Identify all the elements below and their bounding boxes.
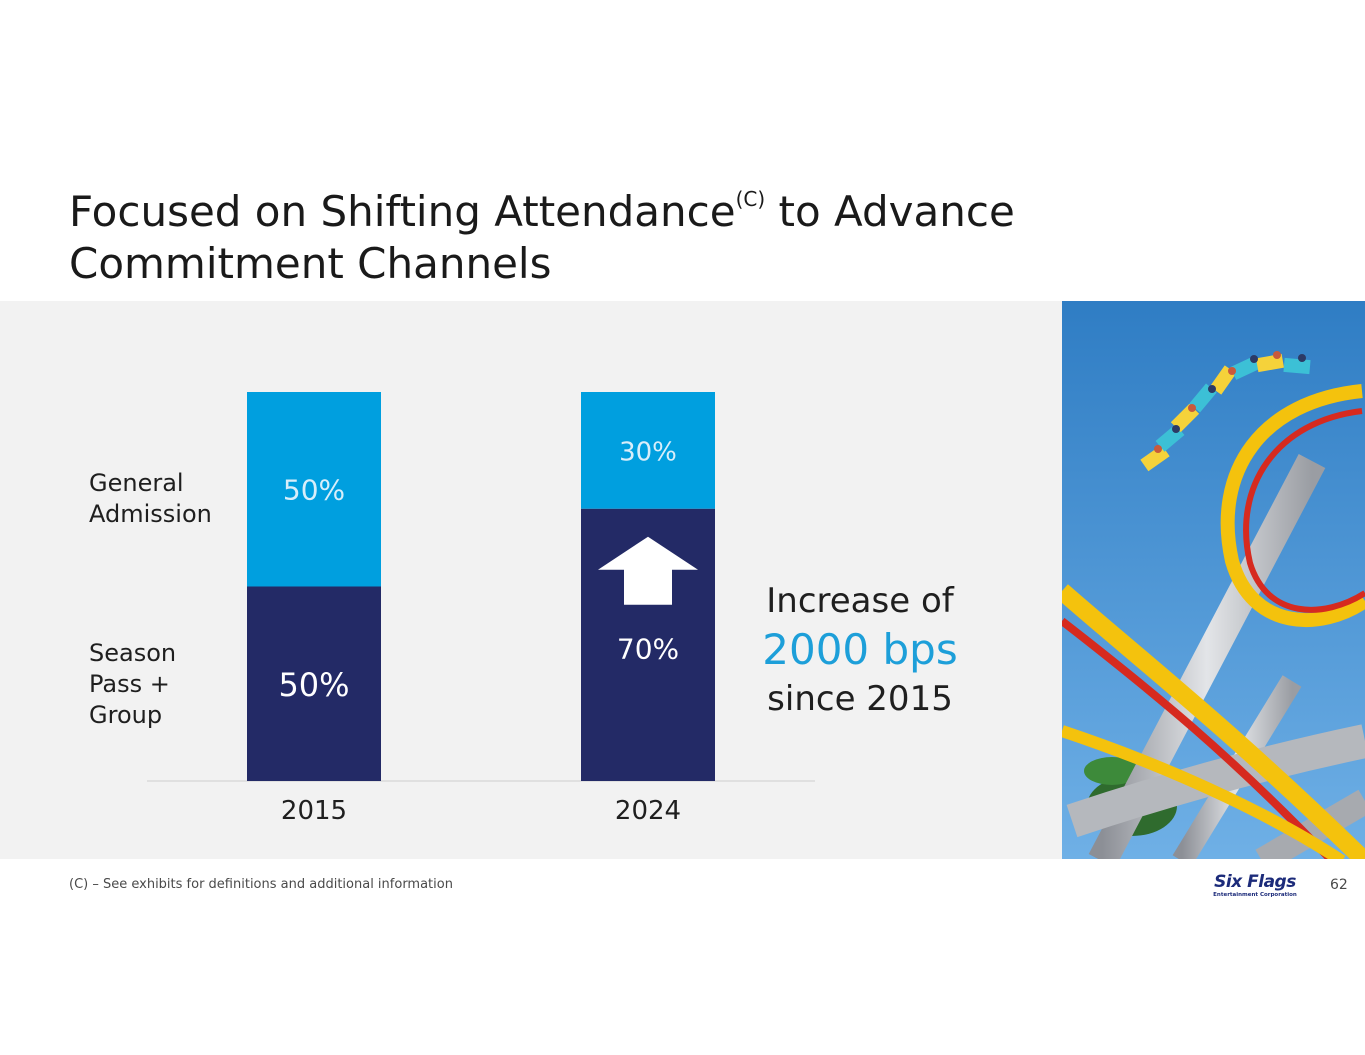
logo-sub-text: Entertainment Corporation (1213, 892, 1297, 898)
data-label-2015-season-pass: 50% (278, 666, 349, 704)
up-arrow-icon (598, 536, 698, 605)
legend-label-season-pass: Season Pass + Group (89, 639, 177, 729)
bar-2015-general-admission (247, 392, 381, 587)
legend-label-general-admission: General Admission (89, 469, 212, 528)
callout-line-3: since 2015 (767, 679, 953, 719)
roller-coaster-photo (1062, 301, 1365, 859)
bar-2024-general-admission (581, 392, 715, 509)
increase-callout: Increase of 2000 bps since 2015 (720, 578, 1000, 722)
data-label-2024-season-pass: 70% (617, 632, 679, 665)
callout-line-1: Increase of (766, 581, 954, 621)
logo-brand-text: Six Flags (1214, 872, 1296, 892)
callout-highlight: 2000 bps (762, 625, 958, 674)
slide-title: Focused on Shifting Attendance(C) to Adv… (69, 187, 1015, 288)
data-label-2015-general-admission: 50% (283, 473, 345, 506)
x-tick-label-2015: 2015 (281, 796, 347, 826)
roller-coaster-illustration (1062, 301, 1365, 859)
data-label-2024-general-admission: 30% (619, 437, 677, 467)
x-tick-label-2024: 2024 (615, 796, 681, 826)
six-flags-logo: Six Flags Entertainment Corporation (1210, 874, 1300, 899)
chart-panel: 50% 50% 2015 70% 30% 2024 General Admission S… (0, 301, 1062, 859)
bar-2015-season-pass (247, 586, 381, 781)
stacked-bar-chart: 50% 50% 2015 70% 30% 2024 (147, 392, 815, 826)
title-superscript: (C) (735, 187, 766, 211)
page-number: 62 (1330, 877, 1348, 893)
footnote: (C) – See exhibits for definitions and a… (69, 877, 453, 892)
